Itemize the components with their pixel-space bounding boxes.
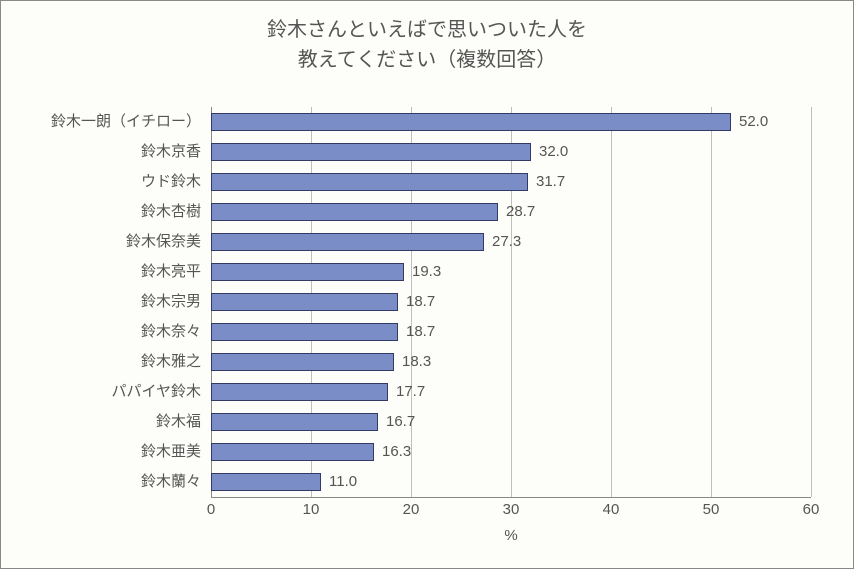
bar (211, 443, 374, 461)
x-tick-label: 50 (703, 501, 720, 518)
value-label: 18.7 (398, 287, 435, 317)
chart-container: 鈴木さんといえばで思いついた人を 教えてください（複数回答） % 0102030… (0, 0, 854, 569)
x-axis (211, 497, 811, 498)
gridline (811, 107, 812, 497)
value-label: 18.7 (398, 317, 435, 347)
category-label: 鈴木福 (0, 407, 201, 437)
bar (211, 173, 528, 191)
value-label: 27.3 (484, 227, 521, 257)
category-label: パパイヤ鈴木 (0, 377, 201, 407)
value-label: 16.3 (374, 437, 411, 467)
gridline (611, 107, 612, 497)
x-axis-title: % (504, 527, 517, 544)
plot-area: % 0102030405060鈴木一朗（イチロー）52.0鈴木京香32.0ウド鈴… (211, 107, 811, 497)
value-label: 19.3 (404, 257, 441, 287)
category-label: 鈴木奈々 (0, 317, 201, 347)
value-label: 11.0 (321, 467, 357, 497)
bar (211, 233, 484, 251)
category-label: 鈴木杏樹 (0, 197, 201, 227)
x-tick-label: 10 (303, 501, 320, 518)
chart-title: 鈴木さんといえばで思いついた人を 教えてください（複数回答） (1, 1, 853, 75)
x-tick-label: 0 (207, 501, 215, 518)
gridline (711, 107, 712, 497)
value-label: 17.7 (388, 377, 425, 407)
category-label: ウド鈴木 (0, 167, 201, 197)
category-label: 鈴木京香 (0, 137, 201, 167)
bar (211, 113, 731, 131)
bar (211, 143, 531, 161)
x-tick-label: 60 (803, 501, 820, 518)
bar (211, 203, 498, 221)
value-label: 16.7 (378, 407, 415, 437)
bar (211, 263, 404, 281)
x-tick-label: 30 (503, 501, 520, 518)
title-line2: 教えてください（複数回答） (298, 49, 556, 71)
value-label: 31.7 (528, 167, 565, 197)
category-label: 鈴木蘭々 (0, 467, 201, 497)
gridline (511, 107, 512, 497)
bar (211, 383, 388, 401)
x-tick-label: 40 (603, 501, 620, 518)
value-label: 18.3 (394, 347, 431, 377)
bar (211, 323, 398, 341)
bar (211, 353, 394, 371)
title-line1: 鈴木さんといえばで思いついた人を (267, 19, 587, 41)
category-label: 鈴木亮平 (0, 257, 201, 287)
category-label: 鈴木保奈美 (0, 227, 201, 257)
value-label: 28.7 (498, 197, 535, 227)
category-label: 鈴木亜美 (0, 437, 201, 467)
category-label: 鈴木宗男 (0, 287, 201, 317)
value-label: 32.0 (531, 137, 568, 167)
category-label: 鈴木一朗（イチロー） (0, 107, 201, 137)
bar (211, 473, 321, 491)
x-tick-label: 20 (403, 501, 420, 518)
bar (211, 413, 378, 431)
bar (211, 293, 398, 311)
value-label: 52.0 (731, 107, 768, 137)
category-label: 鈴木雅之 (0, 347, 201, 377)
